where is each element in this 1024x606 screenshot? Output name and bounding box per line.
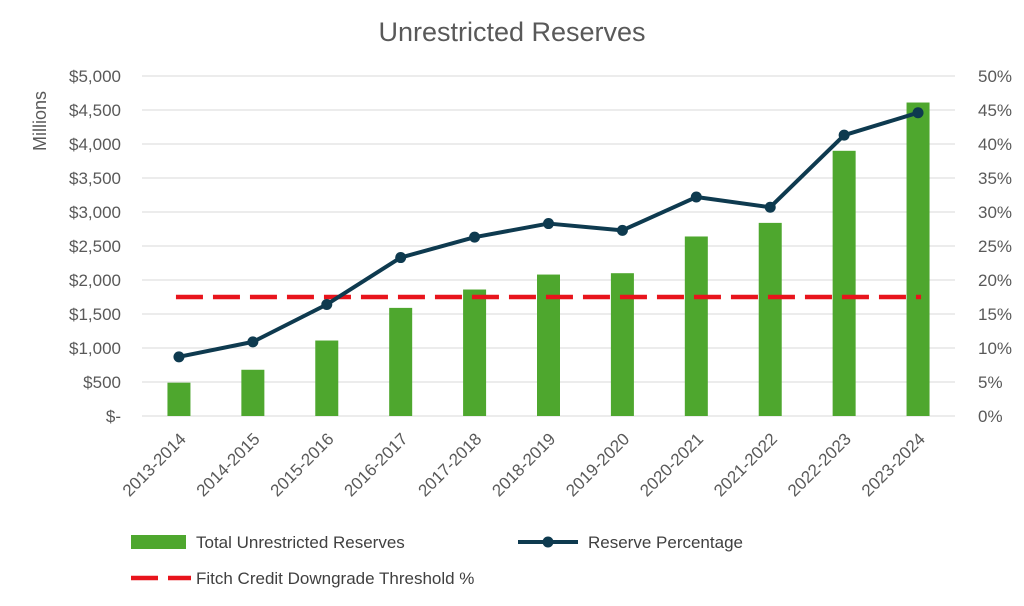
y2-tick-label: 40% [978,135,1012,154]
x-tick-label: 2020-2021 [636,429,707,500]
bar [389,307,413,416]
line-series [173,107,924,363]
y2-axis-ticks: 0% 5% 10% 15% 20% 25% 30% 35% 40% 45% 50% [978,67,1012,426]
bar [167,382,191,416]
y2-tick-label: 15% [978,305,1012,324]
x-tick-label: 2014-2015 [193,429,264,500]
bar [832,150,856,417]
line-point [173,351,185,363]
line-point [247,336,259,348]
y2-tick-label: 25% [978,237,1012,256]
x-tick-label: 2019-2020 [562,429,633,500]
line-point [469,231,481,243]
bar [241,369,265,416]
x-tick-label: 2017-2018 [414,429,485,500]
y2-tick-label: 10% [978,339,1012,358]
x-tick-label: 2022-2023 [784,429,855,500]
x-axis-ticks: 2013-2014 2014-2015 2015-2016 2016-2017 2017… [119,429,929,500]
bar [758,222,782,416]
chart-title: Unrestricted Reserves [378,17,645,47]
y-tick-label: $3,500 [69,169,121,188]
bar [906,102,930,417]
y2-tick-label: 50% [978,67,1012,86]
line-point [395,252,407,264]
y2-tick-label: 45% [978,101,1012,120]
line-point [690,191,702,203]
legend-label: Reserve Percentage [588,533,743,552]
bar-series [167,102,930,417]
legend: Total Unrestricted Reserves Reserve Perce… [131,533,743,588]
y-tick-label: $1,000 [69,339,121,358]
y-tick-label: $3,000 [69,203,121,222]
y-tick-label: $1,500 [69,305,121,324]
y-tick-label: $- [106,407,121,426]
bar [315,340,339,416]
x-tick-label: 2021-2022 [710,429,781,500]
x-tick-label: 2015-2016 [267,429,338,500]
legend-marker [542,536,554,548]
y2-tick-label: 30% [978,203,1012,222]
y2-tick-label: 5% [978,373,1003,392]
bar [537,274,560,416]
line-point [838,129,850,141]
x-tick-label: 2013-2014 [119,429,190,500]
y-tick-label: $2,500 [69,237,121,256]
y2-tick-label: 20% [978,271,1012,290]
y-axis-ticks: $- $500 $1,000 $1,500 $2,000 $2,500 $3,000 $3,5… [69,67,121,426]
legend-label: Fitch Credit Downgrade Threshold % [196,569,474,588]
y-tick-label: $2,000 [69,271,121,290]
bar [463,289,487,416]
line-point [543,218,554,230]
legend-swatch-bars [131,535,186,549]
y-tick-label: $5,000 [69,67,121,86]
line-point [912,107,924,119]
line-point [616,224,628,236]
y-tick-label: $4,500 [69,101,121,120]
y-tick-label: $500 [83,373,121,392]
bar [610,273,634,416]
y-tick-label: $4,000 [69,135,121,154]
line-point [764,201,776,213]
x-tick-label: 2016-2017 [341,429,412,500]
y2-tick-label: 35% [978,169,1012,188]
legend-label: Total Unrestricted Reserves [196,533,405,552]
y2-tick-label: 0% [978,407,1003,426]
bar [684,236,708,416]
y-axis-label: Millions [30,91,50,151]
x-tick-label: 2023-2024 [858,429,929,500]
line-point [321,298,333,310]
x-tick-label: 2018-2019 [488,429,559,500]
